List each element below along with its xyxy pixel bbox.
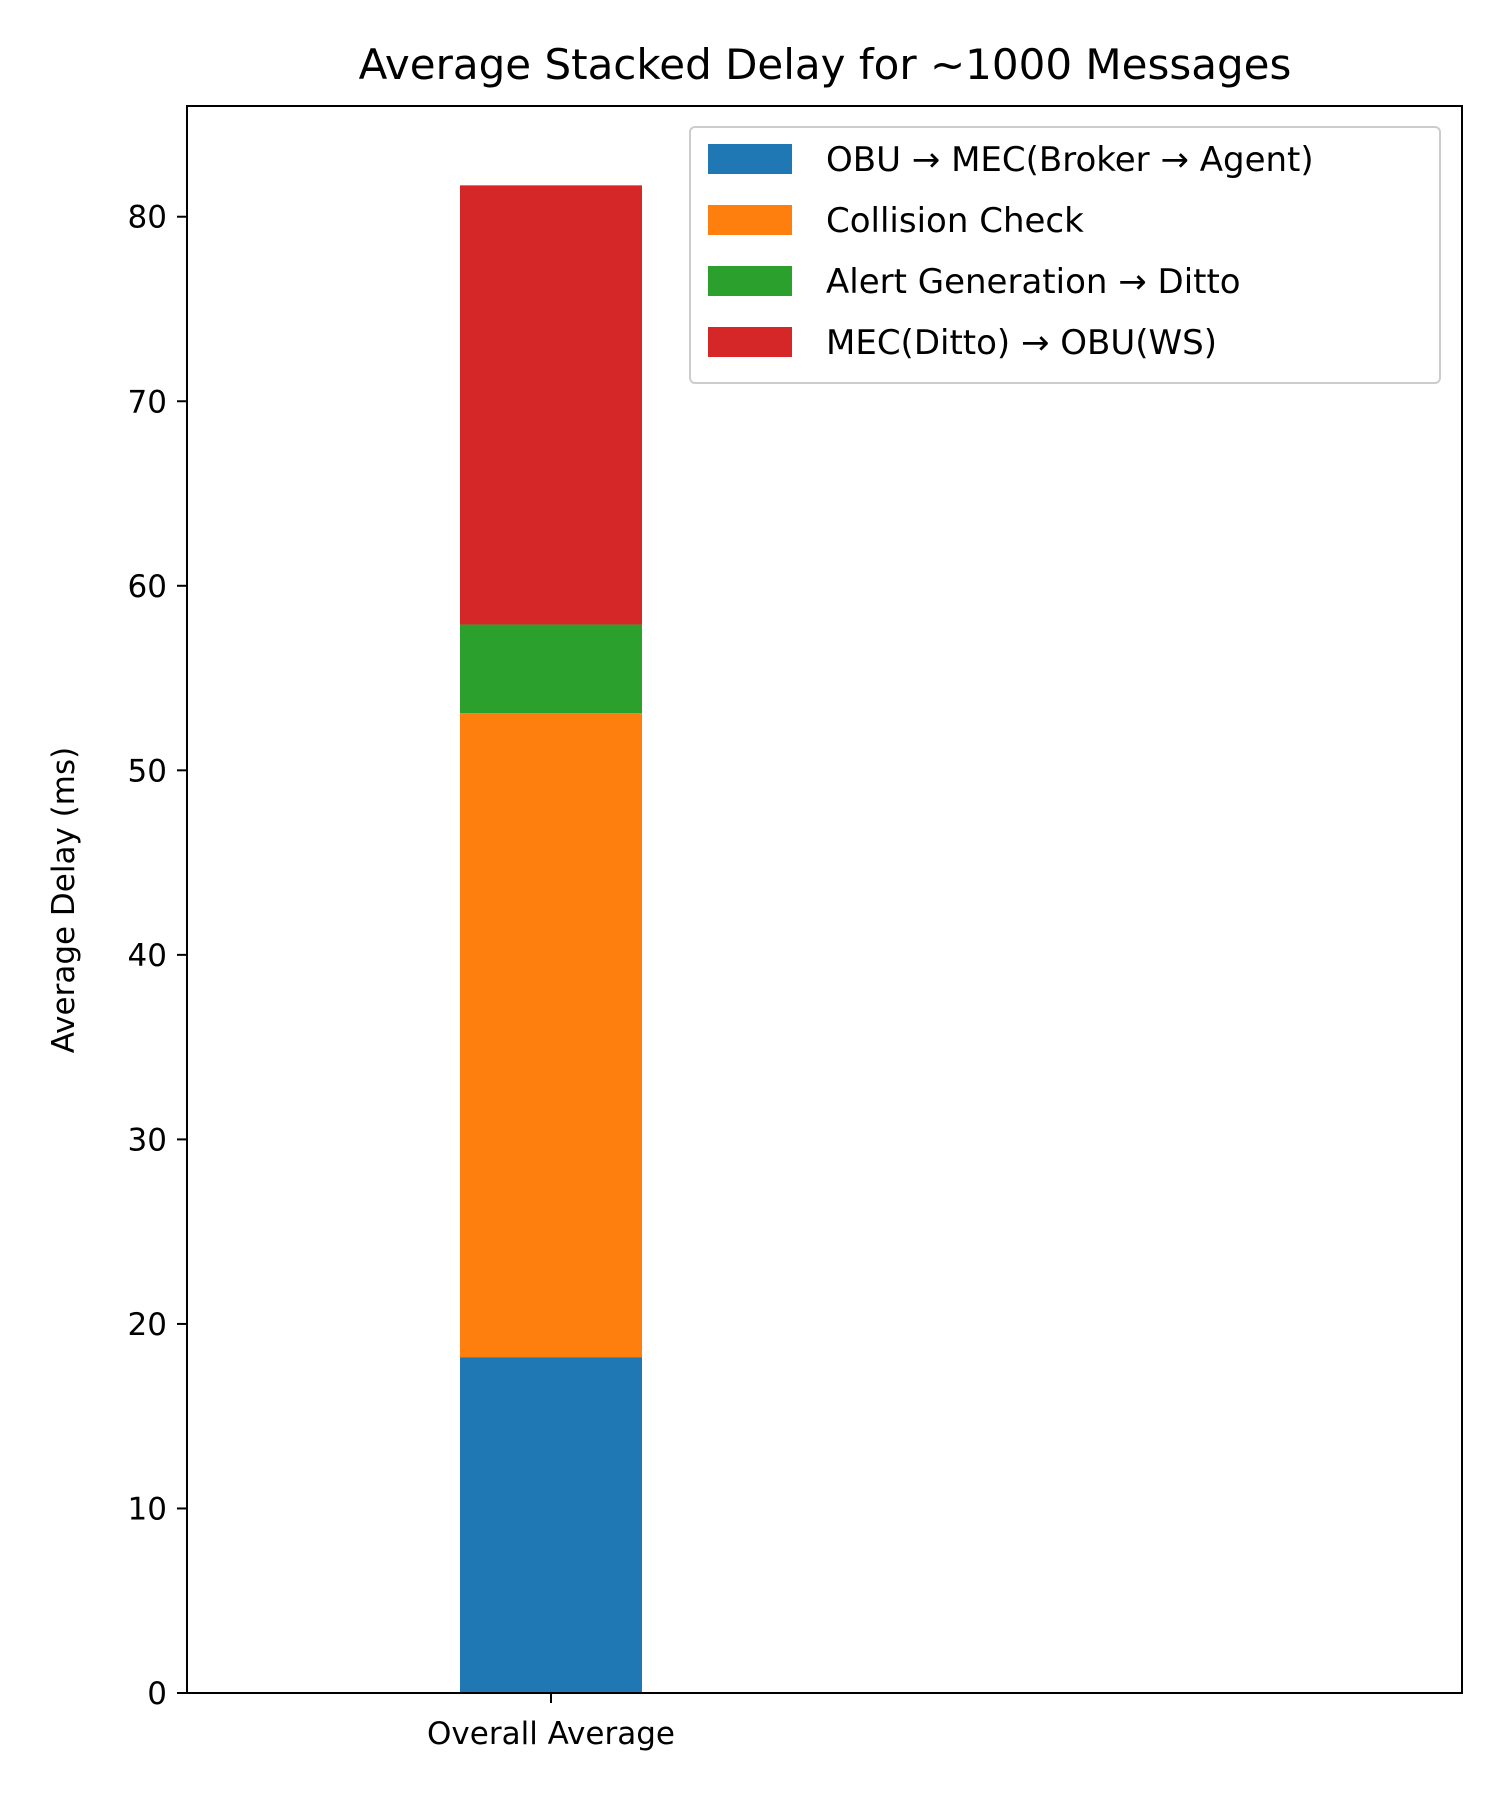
bar-segment-2 xyxy=(460,713,642,1358)
legend-swatch xyxy=(708,205,792,235)
legend-label: Collision Check xyxy=(826,201,1084,241)
legend: OBU → MEC(Broker → Agent) Collision Check… xyxy=(689,126,1441,384)
legend-label: OBU → MEC(Broker → Agent) xyxy=(826,140,1314,180)
legend-swatch xyxy=(708,266,792,296)
bar-group xyxy=(460,185,642,1693)
y-tick-label: 20 xyxy=(128,1307,167,1343)
legend-label: MEC(Ditto) → OBU(WS) xyxy=(826,323,1217,363)
bar-segment-4 xyxy=(460,185,642,625)
legend-swatch xyxy=(708,327,792,357)
y-tick-label: 30 xyxy=(128,1122,167,1158)
x-tick-label: Overall Average xyxy=(427,1716,675,1752)
y-tick-label: 50 xyxy=(128,753,167,789)
chart-title: Average Stacked Delay for ~1000 Messages xyxy=(359,40,1292,89)
y-tick-label: 60 xyxy=(128,569,167,605)
plot-frame xyxy=(186,105,1463,1694)
y-axis-label: Average Delay (ms) xyxy=(46,747,82,1053)
legend-box xyxy=(689,126,1441,384)
x-axis: Overall Average xyxy=(427,1693,675,1752)
bar-segment-3 xyxy=(460,624,642,714)
y-tick-label: 80 xyxy=(128,200,167,236)
bar-segment-1 xyxy=(460,1357,642,1693)
y-axis: 0 10 20 30 40 50 60 70 80 xyxy=(128,200,187,1712)
y-tick-label: 70 xyxy=(128,384,167,420)
legend-swatch xyxy=(708,144,792,174)
y-tick-label: 40 xyxy=(128,938,167,974)
y-tick-label: 0 xyxy=(147,1676,167,1712)
legend-label: Alert Generation → Ditto xyxy=(826,262,1241,302)
y-tick-label: 10 xyxy=(128,1491,167,1527)
